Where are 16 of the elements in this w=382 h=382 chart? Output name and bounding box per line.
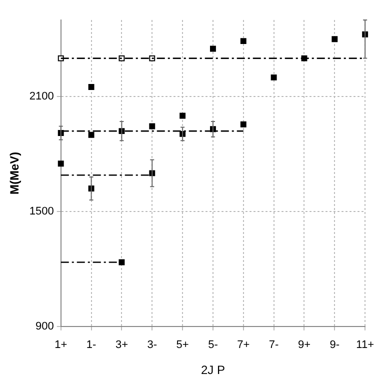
x-tick-label: 1- (86, 339, 97, 352)
x-tick-label: 1+ (54, 339, 68, 352)
x-axis-title: 2J P (200, 363, 225, 378)
y-tick-label: 1500 (29, 206, 54, 218)
x-tick-label: 3- (147, 339, 158, 352)
x-tick-label: 9+ (298, 339, 311, 352)
y-axis-title: M(MeV) (8, 152, 22, 195)
x-tick-label: 7- (268, 339, 280, 352)
x-tick-label: 5- (208, 339, 218, 352)
x-tick-label: 3+ (115, 339, 128, 352)
x-tick-label: 7+ (237, 339, 250, 352)
y-tick-label: 900 (36, 320, 54, 332)
x-tick-label: 5+ (176, 339, 189, 352)
y-tick-label: 2100 (29, 90, 54, 103)
x-tick-label: 11+ (356, 339, 374, 352)
x-tick-label: 9- (330, 339, 340, 352)
